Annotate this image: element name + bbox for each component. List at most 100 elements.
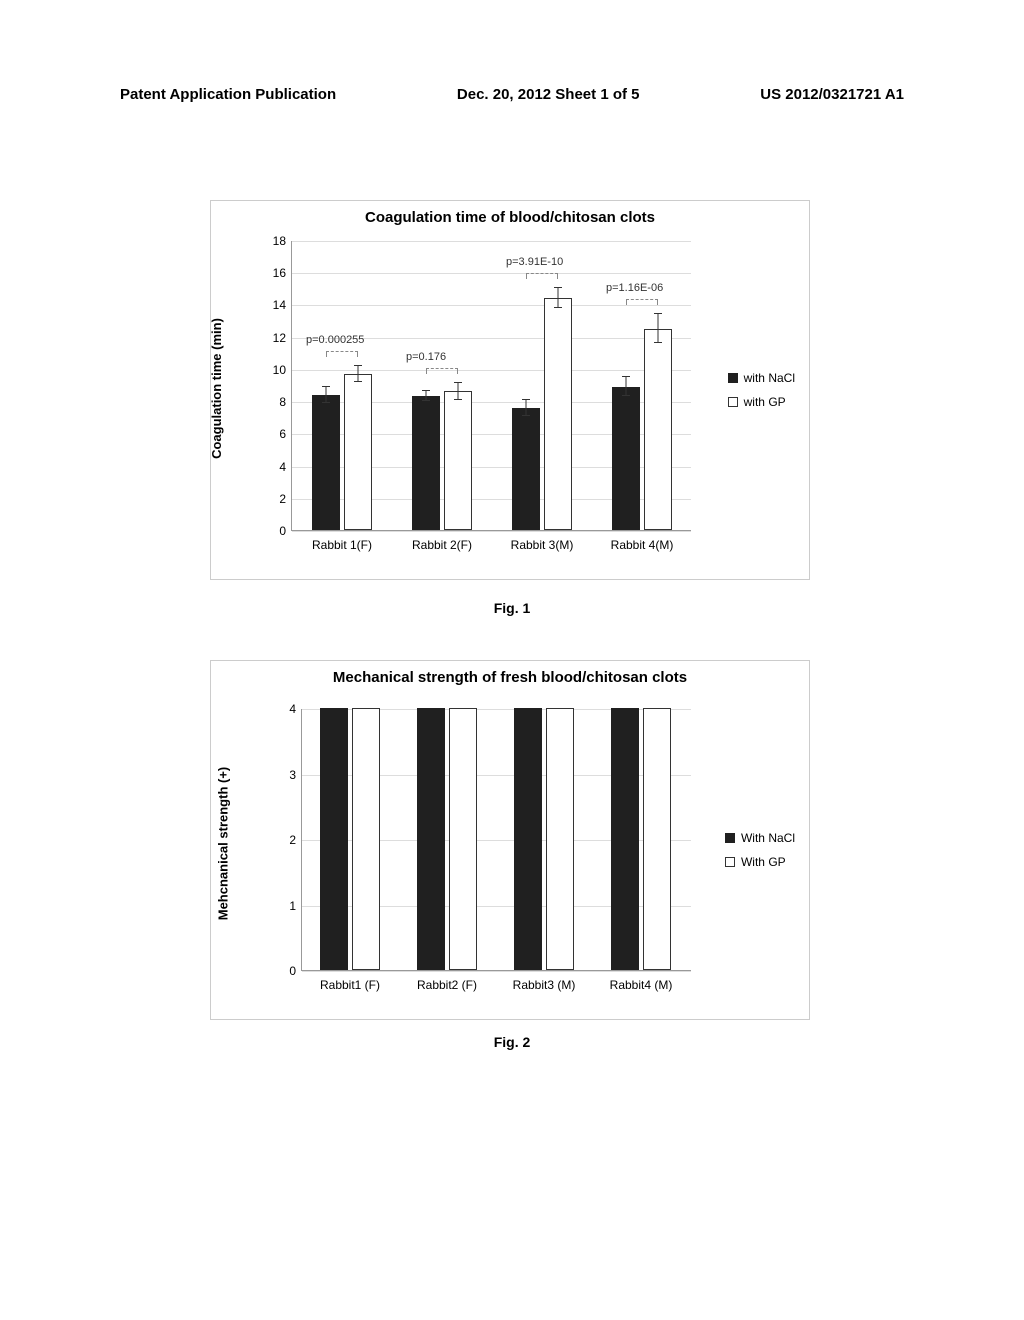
bar-nacl <box>412 396 440 530</box>
y-tick-label: 14 <box>273 298 286 312</box>
figure-2-label: Fig. 2 <box>494 1034 531 1050</box>
chart2-plot: 01234Rabbit1 (F)Rabbit2 (F)Rabbit3 (M)Ra… <box>301 709 691 971</box>
error-bar <box>326 387 327 403</box>
error-cap <box>422 390 430 391</box>
gridline <box>292 241 691 242</box>
error-cap <box>454 399 462 400</box>
legend-item: with NaCl <box>728 371 795 385</box>
error-cap <box>354 381 362 382</box>
error-cap <box>654 342 662 343</box>
bar-nacl <box>417 708 445 970</box>
gridline <box>292 531 691 532</box>
bar-gp <box>449 708 477 970</box>
y-tick-label: 16 <box>273 266 286 280</box>
legend-item: with GP <box>728 395 795 409</box>
error-cap <box>522 415 530 416</box>
chart-coagulation-time: Coagulation time of blood/chitosan clots… <box>210 200 810 580</box>
chart2-legend: With NaCl With GP <box>725 831 795 879</box>
y-tick-label: 0 <box>279 524 286 538</box>
legend-swatch <box>725 833 735 843</box>
p-value-label: p=1.16E-06 <box>606 282 663 294</box>
bar-gp <box>344 374 372 530</box>
bar-nacl <box>611 708 639 970</box>
y-tick-label: 10 <box>273 363 286 377</box>
error-cap <box>322 402 330 403</box>
bar-nacl <box>320 708 348 970</box>
x-tick-label: Rabbit4 (M) <box>610 978 673 992</box>
x-tick-label: Rabbit 3(M) <box>511 538 574 552</box>
bar-nacl <box>312 395 340 530</box>
chart2-ylabel: Mehcnanical strength (+) <box>215 767 230 921</box>
p-bracket <box>326 351 358 352</box>
error-cap <box>554 307 562 308</box>
bar-nacl <box>512 408 540 530</box>
legend-item: With NaCl <box>725 831 795 845</box>
gridline <box>292 305 691 306</box>
legend-label: With NaCl <box>741 831 795 845</box>
p-value-label: p=3.91E-10 <box>506 256 563 268</box>
error-bar <box>658 314 659 343</box>
error-cap <box>422 400 430 401</box>
y-tick-label: 2 <box>289 833 296 847</box>
y-tick-label: 18 <box>273 234 286 248</box>
chart1-legend: with NaCl with GP <box>728 371 795 419</box>
legend-label: With GP <box>741 855 786 869</box>
bar-gp <box>544 298 572 530</box>
legend-swatch <box>728 397 738 407</box>
error-bar <box>626 377 627 396</box>
legend-item: With GP <box>725 855 795 869</box>
legend-label: with NaCl <box>744 371 795 385</box>
p-bracket <box>626 299 658 300</box>
x-tick-label: Rabbit1 (F) <box>320 978 380 992</box>
x-tick-label: Rabbit2 (F) <box>417 978 477 992</box>
p-bracket <box>426 368 458 369</box>
gridline <box>292 273 691 274</box>
error-cap <box>622 395 630 396</box>
y-tick-label: 2 <box>279 492 286 506</box>
error-bar <box>558 288 559 307</box>
y-tick-label: 0 <box>289 964 296 978</box>
y-tick-label: 4 <box>279 460 286 474</box>
y-tick-label: 4 <box>289 702 296 716</box>
chart2-title: Mechanical strength of fresh blood/chito… <box>211 669 809 686</box>
x-tick-label: Rabbit 2(F) <box>412 538 472 552</box>
error-cap <box>322 386 330 387</box>
bar-gp <box>643 708 671 970</box>
header-right: US 2012/0321721 A1 <box>760 86 904 103</box>
bar-nacl <box>612 387 640 530</box>
y-tick-label: 1 <box>289 899 296 913</box>
chart1-title: Coagulation time of blood/chitosan clots <box>211 209 809 226</box>
gridline <box>292 370 691 371</box>
bar-gp <box>644 329 672 530</box>
page-header: Patent Application Publication Dec. 20, … <box>0 86 1024 103</box>
gridline <box>302 971 691 972</box>
error-bar <box>358 366 359 382</box>
legend-swatch <box>725 857 735 867</box>
error-bar <box>526 400 527 416</box>
bar-gp <box>444 391 472 530</box>
error-cap <box>454 382 462 383</box>
x-tick-label: Rabbit3 (M) <box>513 978 576 992</box>
p-bracket <box>526 273 558 274</box>
p-value-label: p=0.176 <box>406 351 446 363</box>
legend-swatch <box>728 373 738 383</box>
bar-gp <box>352 708 380 970</box>
y-tick-label: 6 <box>279 427 286 441</box>
error-cap <box>554 287 562 288</box>
y-tick-label: 8 <box>279 395 286 409</box>
error-bar <box>458 383 459 399</box>
chart-mechanical-strength: Mechanical strength of fresh blood/chito… <box>210 660 810 1020</box>
figure-1-label: Fig. 1 <box>494 600 531 616</box>
x-tick-label: Rabbit 4(M) <box>611 538 674 552</box>
chart1-plot: 024681012141618Rabbit 1(F)p=0.000255Rabb… <box>291 241 691 531</box>
bar-gp <box>546 708 574 970</box>
header-left: Patent Application Publication <box>120 86 336 103</box>
y-tick-label: 3 <box>289 768 296 782</box>
y-tick-label: 12 <box>273 331 286 345</box>
chart1-ylabel: Coagulation time (min) <box>209 318 224 459</box>
header-center: Dec. 20, 2012 Sheet 1 of 5 <box>457 86 640 103</box>
x-tick-label: Rabbit 1(F) <box>312 538 372 552</box>
error-cap <box>622 376 630 377</box>
p-value-label: p=0.000255 <box>306 334 364 346</box>
bar-nacl <box>514 708 542 970</box>
